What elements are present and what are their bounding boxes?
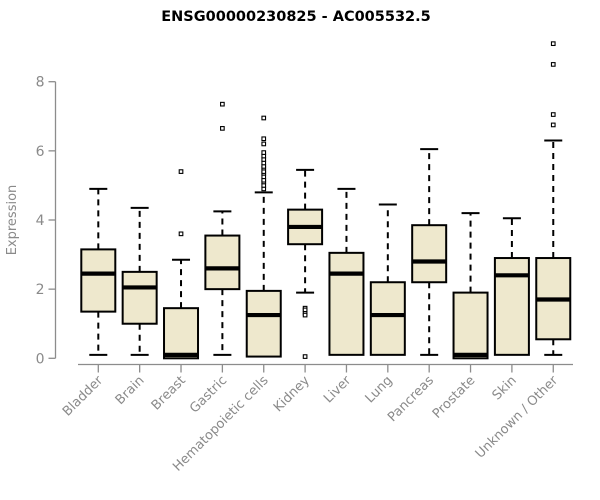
x-tick-label-liver: Liver	[321, 373, 355, 407]
box-group-unknown-other	[535, 41, 572, 356]
x-tick-label-bladder: Bladder	[60, 373, 107, 420]
box-group-kidney	[287, 168, 324, 359]
outlier-point	[302, 312, 308, 318]
outlier-point	[261, 115, 267, 121]
outlier-point	[220, 126, 225, 131]
y-tick-label: 6	[36, 144, 45, 160]
x-tick-label-prostate: Prostate	[430, 373, 478, 421]
x-tick-label-breast: Breast	[149, 373, 189, 413]
iqr-box	[245, 289, 282, 358]
iqr-box	[369, 281, 406, 356]
box-group-bladder	[80, 187, 117, 356]
box-group-breast	[163, 169, 200, 360]
iqr-box	[163, 307, 200, 360]
y-axis-label: Expression	[5, 185, 20, 256]
iqr-box	[204, 234, 241, 291]
outlier-point	[302, 354, 308, 359]
y-tick-label: 4	[36, 213, 45, 229]
box-group-hematopoietic-cells	[245, 115, 282, 358]
x-tick-label-lung: Lung	[363, 373, 396, 406]
outlier-point	[261, 136, 267, 142]
iqr-box	[411, 224, 448, 284]
x-tick-label-skin: Skin	[490, 373, 520, 403]
outlier-point	[550, 62, 556, 67]
chart-title: ENSG00000230825 - AC005532.5	[161, 9, 430, 25]
box-group-prostate	[452, 212, 489, 360]
iqr-box	[493, 257, 530, 356]
box-group-gastric	[204, 101, 241, 356]
outlier-point	[178, 169, 184, 174]
y-tick-label: 2	[36, 282, 45, 298]
box-group-liver	[328, 187, 365, 356]
box-group-lung	[369, 203, 406, 356]
outlier-point	[550, 122, 556, 128]
outlier-point	[178, 231, 184, 237]
box-group-brain	[121, 206, 158, 356]
iqr-box	[452, 291, 489, 360]
iqr-box	[121, 270, 158, 325]
x-tick-label-kidney: Kidney	[271, 373, 313, 415]
x-tick-label-pancreas: Pancreas	[385, 373, 437, 425]
box-group-pancreas	[411, 148, 448, 356]
iqr-box	[80, 248, 117, 313]
outlier-point	[220, 101, 225, 107]
box-group-skin	[493, 217, 530, 356]
y-tick-label: 8	[36, 75, 45, 91]
y-tick-label: 0	[36, 351, 45, 367]
outlier-point	[261, 141, 267, 147]
outlier-point	[261, 150, 267, 155]
iqr-box	[328, 251, 365, 356]
x-tick-label-brain: Brain	[113, 373, 148, 408]
boxes	[80, 41, 572, 360]
outlier-point	[550, 41, 556, 47]
outlier-point	[550, 112, 556, 117]
